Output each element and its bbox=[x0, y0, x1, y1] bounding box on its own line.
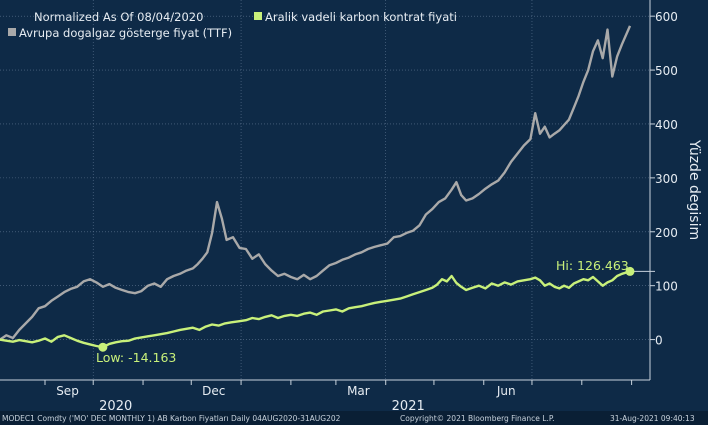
low-point-marker bbox=[98, 342, 108, 352]
legend-marker-carbon bbox=[254, 12, 262, 20]
y-tick-label: 0 bbox=[655, 334, 663, 348]
y-tick-label: 100 bbox=[655, 280, 678, 294]
series-line-1 bbox=[0, 270, 631, 349]
footer-timestamp: 31-Aug-2021 09:40:13 bbox=[610, 414, 695, 423]
x-year-label: 2021 bbox=[392, 399, 425, 411]
y-tick-label: 200 bbox=[655, 226, 678, 240]
series-layer bbox=[0, 25, 632, 349]
y-tick-label: 500 bbox=[655, 64, 678, 78]
grid bbox=[0, 0, 650, 380]
y-axis-label: Yüzde degisim bbox=[686, 139, 702, 240]
footer: MODEC1 Comdty ('MO' DEC MONTHLY 1) AB Ka… bbox=[0, 411, 708, 425]
low-annotation: Low: -14.163 bbox=[96, 350, 176, 365]
legend: Normalized As Of 08/04/2020 Aralik vadel… bbox=[8, 10, 457, 40]
chart: 0 100 200 300 400 500 600 Sep Dec Mar Jun 2020 2021… bbox=[0, 0, 702, 411]
series-line-0 bbox=[0, 25, 632, 341]
x-year-label: 2020 bbox=[99, 399, 132, 411]
y-tick-label: 600 bbox=[655, 10, 678, 24]
legend-label-ttf: Avrupa dogalgaz gösterge fiyat (TTF) bbox=[19, 26, 232, 40]
legend-label-carbon: Aralik vadeli karbon kontrat fiyati bbox=[265, 10, 457, 24]
x-tick-label: Jun bbox=[496, 384, 516, 398]
x-tick-label: Dec bbox=[202, 384, 225, 398]
hi-annotation: Hi: 126.463 bbox=[556, 258, 629, 273]
y-tick-label: 400 bbox=[655, 118, 678, 132]
footer-copyright: Copyright© 2021 Bloomberg Finance L.P. bbox=[400, 414, 555, 423]
legend-marker-ttf bbox=[8, 28, 16, 36]
x-ticks: Sep Dec Mar Jun 2020 2021 bbox=[44, 380, 633, 411]
y-tick-label: 300 bbox=[655, 172, 678, 186]
hi-point-marker bbox=[625, 266, 635, 276]
legend-header: Normalized As Of 08/04/2020 bbox=[34, 10, 203, 24]
annotations: Low: -14.163 Hi: 126.463 bbox=[96, 258, 655, 365]
x-tick-label: Mar bbox=[347, 384, 370, 398]
x-tick-label: Sep bbox=[56, 384, 79, 398]
footer-source: MODEC1 Comdty ('MO' DEC MONTHLY 1) AB Ka… bbox=[2, 414, 341, 423]
y-ticks: 0 100 200 300 400 500 600 bbox=[650, 10, 678, 348]
